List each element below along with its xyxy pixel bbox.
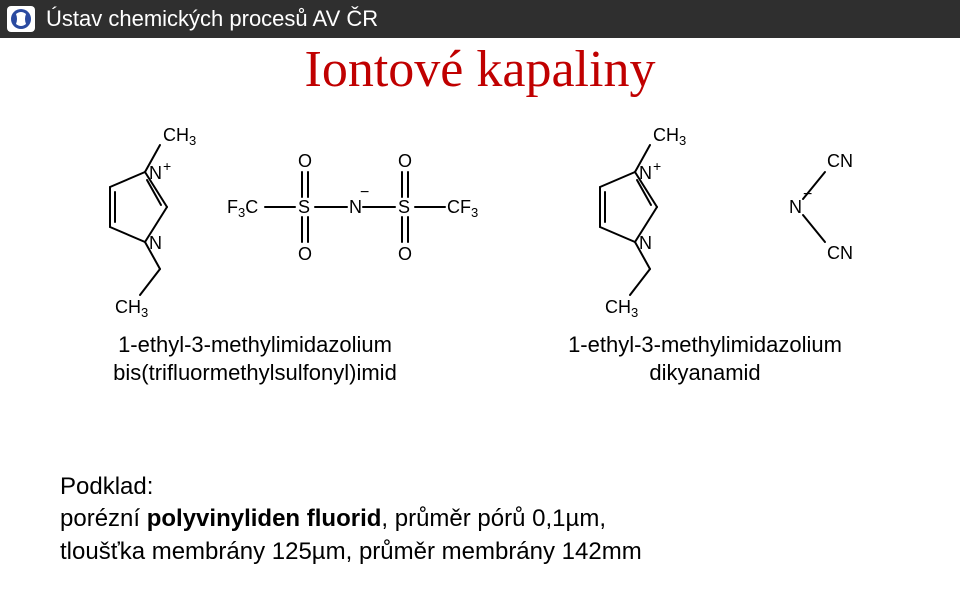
footer-line2-bold: polyvinyliden fluorid (147, 505, 382, 532)
charge-plus: + (163, 158, 171, 174)
atom-s-left: S (298, 197, 310, 217)
caption-row: 1-ethyl-3-methylimidazolium bis(trifluor… (0, 331, 960, 386)
structure-left: N + N CH3 CH3 (55, 117, 495, 327)
atom-n1: N (149, 163, 162, 183)
structure-right: N + N CH3 CH3 N − CN CN (545, 117, 905, 327)
structure-row: N + N CH3 CH3 (0, 117, 960, 327)
charge-plus-r: + (653, 158, 661, 174)
header-bar: Ústav chemických procesů AV ČR (0, 0, 960, 38)
caption-left-line1: 1-ethyl-3-methylimidazolium (118, 332, 392, 357)
caption-right-line1: 1-ethyl-3-methylimidazolium (568, 332, 842, 357)
atom-o2: O (298, 244, 312, 264)
atom-n2: N (149, 233, 162, 253)
atom-o1: O (298, 151, 312, 171)
title-row: Iontové kapaliny (0, 40, 960, 99)
atom-n-dca: N (789, 197, 802, 217)
footer-block: Podklad: porézní polyvinyliden fluorid, … (60, 471, 642, 568)
atom-n1-r: N (639, 163, 652, 183)
institute-logo (6, 4, 36, 34)
charge-minus-left: − (360, 184, 369, 201)
footer-line2-prefix: porézní (60, 505, 147, 532)
label-ch3-top-r: CH3 (653, 125, 686, 148)
footer-line2-suffix: , průměr pórů 0,1µm, (381, 505, 606, 532)
caption-left: 1-ethyl-3-methylimidazolium bis(trifluor… (45, 331, 465, 386)
label-ch3-bottom-r: CH3 (605, 297, 638, 320)
footer-line2: porézní polyvinyliden fluorid, průměr pó… (60, 503, 642, 535)
page-title: Iontové kapaliny (305, 41, 656, 98)
charge-minus-dca: − (803, 186, 812, 203)
institute-name: Ústav chemických procesů AV ČR (46, 6, 378, 32)
caption-right: 1-ethyl-3-methylimidazolium dikyanamid (495, 331, 915, 386)
footer-line3: tloušťka membrány 125µm, průměr membrány… (60, 536, 642, 568)
caption-left-line2: bis(trifluormethylsulfonyl)imid (113, 360, 397, 385)
label-cn-top: CN (827, 151, 853, 171)
atom-o3: O (398, 151, 412, 171)
atom-n2-r: N (639, 233, 652, 253)
label-ch3-bottom: CH3 (115, 297, 148, 320)
atom-o4: O (398, 244, 412, 264)
label-ch3-top: CH3 (163, 125, 196, 148)
footer-line1: Podklad: (60, 471, 642, 503)
label-f3c: F3C (227, 197, 258, 220)
label-cn-bottom: CN (827, 243, 853, 263)
label-cf3: CF3 (447, 197, 478, 220)
atom-s-right: S (398, 197, 410, 217)
caption-right-line2: dikyanamid (649, 360, 760, 385)
